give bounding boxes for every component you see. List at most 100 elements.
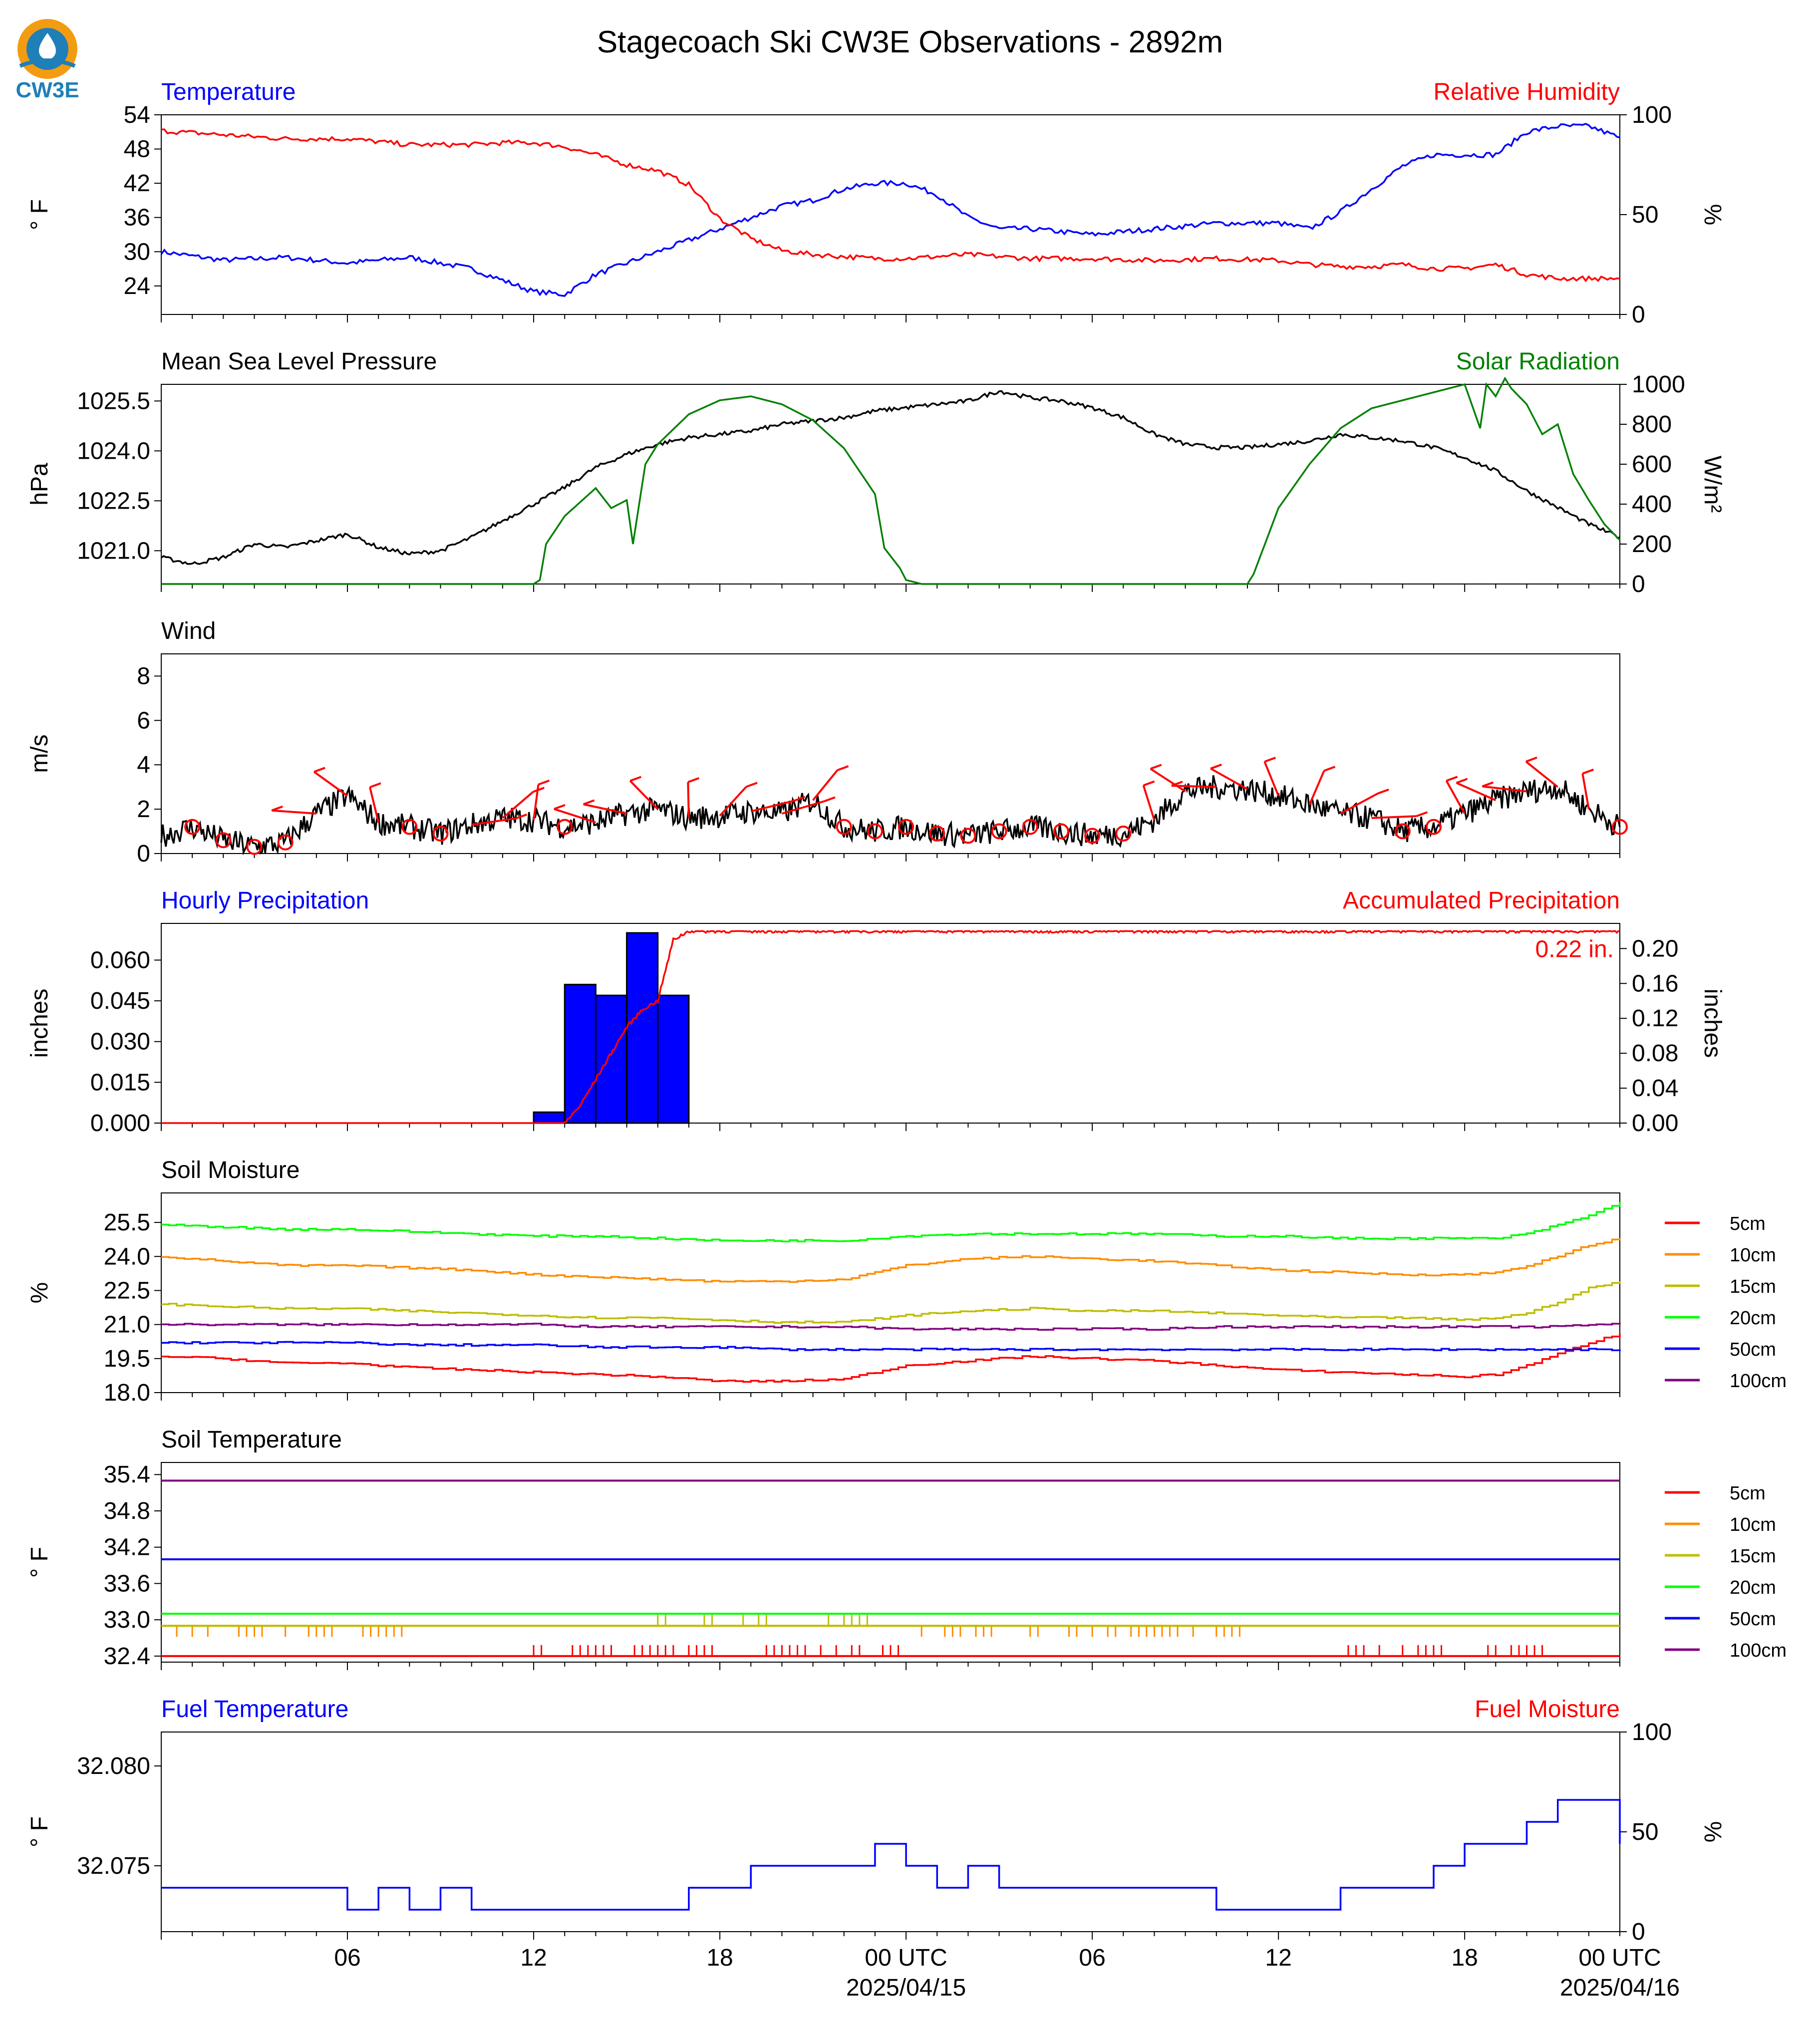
- wind-barb-flag: [1482, 781, 1494, 788]
- wind-barb-flag: [1416, 811, 1428, 818]
- panel-temp_rh: Temperature Relative Humidity 24 30 36 42 48 54…: [26, 79, 1726, 328]
- y-right-axis-label: inches: [1699, 989, 1726, 1058]
- wind-barb-staff: [1210, 768, 1248, 790]
- fuel-temperature-line: [161, 1799, 1621, 1911]
- calm-wind-marker: [929, 826, 945, 842]
- y-right-tick-label: 50: [1632, 202, 1658, 228]
- y-right-axis-label: %: [1699, 1821, 1726, 1843]
- legend-label: 15cm: [1730, 1546, 1776, 1567]
- x-date-label: 2025/04/15: [846, 1975, 966, 2001]
- y-tick-label: 36: [124, 205, 150, 231]
- wind-barb-flag: [554, 804, 566, 810]
- x-tick-label: 00 UTC: [1578, 1945, 1661, 1971]
- shared-time-axis: 06 12 18 00 UTC 06 12 18 00 UTC 2025/04/15 2025/0…: [334, 1945, 1680, 2001]
- soil-moisture-line-50cm: [161, 1341, 1621, 1352]
- panel-title-left: Temperature: [161, 79, 296, 105]
- y-right-tick-label: 0: [1632, 1919, 1645, 1945]
- y-tick-label: 1024.0: [77, 438, 150, 464]
- wind-barb-flag: [1582, 768, 1594, 775]
- y-right-tick-label: 600: [1632, 451, 1672, 478]
- wind-barb-flag: [1446, 776, 1458, 782]
- y-right-tick-label: 0: [1632, 571, 1645, 597]
- wind-barb-staff: [1525, 761, 1558, 788]
- wind-barb-flag: [271, 805, 283, 812]
- calm-wind-marker: [215, 832, 232, 849]
- y-right-tick-label: 0.20: [1632, 935, 1678, 962]
- plot-frame: [161, 1732, 1620, 1932]
- legend-label: 5cm: [1730, 1213, 1766, 1234]
- y-right-tick-label: 0.16: [1632, 970, 1678, 997]
- y-right-axis-label: W/m²: [1699, 456, 1726, 513]
- x-tick-label: 12: [520, 1945, 547, 1971]
- wind-barb-flag: [1171, 781, 1183, 787]
- legend-label: 50cm: [1730, 1339, 1776, 1360]
- panel-wind: Wind 0 2 4 6 8 m/s: [26, 618, 1628, 867]
- precip-bar: [595, 994, 628, 1124]
- wind-barb-staff: [369, 787, 380, 823]
- y-tick-label: 6: [137, 707, 150, 734]
- y-tick-label: 24: [124, 273, 150, 299]
- y-axis-label: ° F: [26, 1547, 53, 1578]
- wind-barb-flag: [1377, 788, 1389, 795]
- panel-title-right: Solar Radiation: [1456, 348, 1620, 375]
- plot-frame: [161, 923, 1620, 1124]
- panel-precip: Hourly Precipitation Accumulated Precipit…: [26, 887, 1726, 1137]
- y-right-tick-label: 0.08: [1632, 1040, 1678, 1067]
- wind-barb-staff: [1150, 768, 1186, 793]
- plot-frame: [161, 1462, 1620, 1663]
- y-tick-label: 0.015: [90, 1069, 150, 1096]
- soil-moisture-line-15cm: [161, 1281, 1621, 1324]
- y-tick-label: 34.8: [104, 1498, 150, 1524]
- calm-wind-marker: [1394, 823, 1411, 840]
- calm-wind-marker: [432, 826, 449, 842]
- y-right-tick-label: 0.04: [1632, 1075, 1678, 1102]
- y-right-tick-label: 0.12: [1632, 1005, 1678, 1032]
- pressure-line: [161, 390, 1620, 565]
- logo-wave-icon: [19, 58, 76, 68]
- y-right-tick-label: 0.00: [1632, 1110, 1678, 1137]
- wind-barb-flag: [533, 787, 545, 793]
- panel-soil_moisture: Soil Moisture 18.0 19.5 21.0 22.5 24.0 25.5% 5c…: [26, 1157, 1787, 1406]
- y-tick-label: 30: [124, 239, 150, 265]
- y-tick-label: 25.5: [104, 1209, 150, 1236]
- legend-label: 15cm: [1730, 1276, 1776, 1297]
- wind-barb-flag: [1150, 764, 1162, 770]
- y-tick-label: 18.0: [104, 1380, 150, 1406]
- y-tick-label: 1021.0: [77, 538, 150, 564]
- calm-wind-marker: [1612, 819, 1628, 835]
- y-tick-label: 24.0: [104, 1243, 150, 1270]
- y-right-tick-label: 100: [1632, 1719, 1672, 1745]
- panel-title-left: Wind: [161, 618, 216, 644]
- y-right-tick-label: 1000: [1632, 371, 1685, 398]
- y-right-tick-label: 0: [1632, 301, 1645, 328]
- soil-moisture-line-20cm: [161, 1202, 1621, 1242]
- y-tick-label: 32.075: [77, 1853, 150, 1879]
- legend-label: 10cm: [1730, 1245, 1776, 1266]
- panel-title-left: Fuel Temperature: [161, 1696, 348, 1723]
- y-tick-label: 0.060: [90, 947, 150, 973]
- wind-barb-flag: [515, 813, 528, 820]
- legend-label: 100cm: [1730, 1371, 1787, 1392]
- y-tick-label: 1022.5: [77, 488, 150, 514]
- panel-title-right: Accumulated Precipitation: [1343, 887, 1620, 914]
- relative-humidity-line: [161, 128, 1620, 283]
- calm-wind-marker: [246, 839, 263, 855]
- wind-barb-staff: [313, 771, 348, 797]
- legend-label: 20cm: [1730, 1577, 1776, 1598]
- wind-barb-staff: [781, 800, 825, 815]
- x-date-label: 2025/04/16: [1560, 1975, 1680, 2001]
- wind-barb-staff: [554, 808, 596, 824]
- wind-barb-flag: [793, 796, 805, 802]
- calm-wind-marker: [1022, 819, 1038, 835]
- legend-label: 20cm: [1730, 1308, 1776, 1329]
- wind-barb-flag: [687, 777, 700, 783]
- wind-barb-staff: [502, 791, 534, 819]
- precip-bar: [657, 994, 690, 1124]
- wind-barb-flag: [369, 782, 381, 788]
- y-tick-label: 35.4: [104, 1461, 150, 1488]
- precip-bar: [564, 983, 597, 1124]
- panel-title-left: Mean Sea Level Pressure: [161, 348, 437, 375]
- panel-fuel: Fuel Temperature Fuel Moisture 32.075 32.08…: [26, 1696, 1726, 1945]
- legend-label: 100cm: [1730, 1640, 1787, 1661]
